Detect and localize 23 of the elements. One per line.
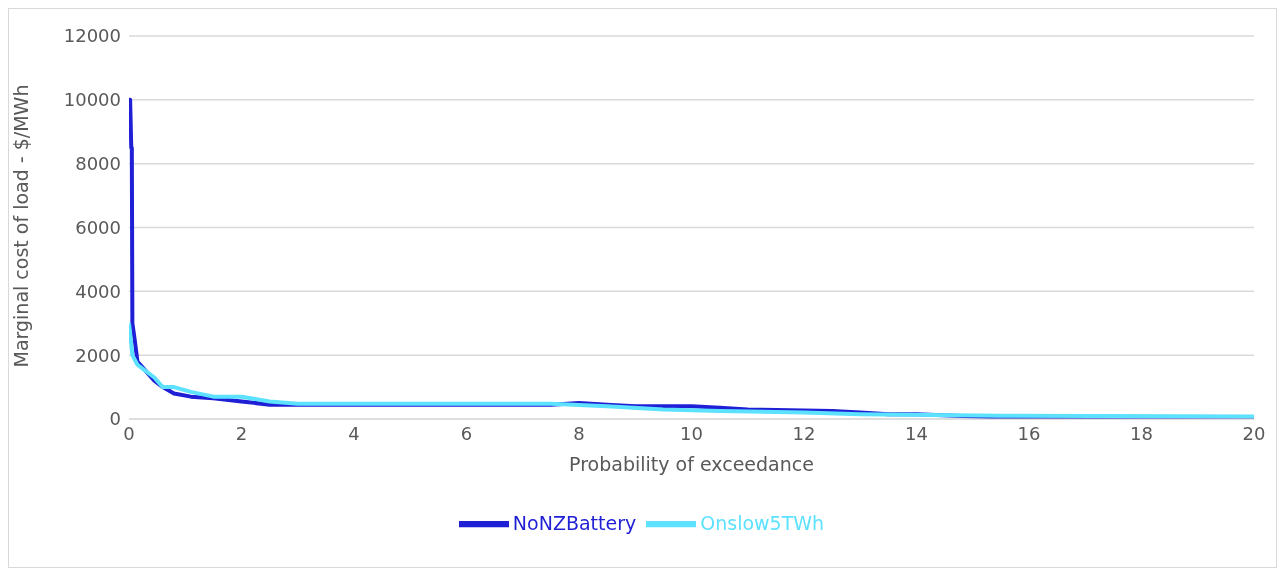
y-tick-label: 4000 — [75, 280, 121, 302]
legend-label: Onslow5TWh — [700, 511, 825, 534]
line-series — [129, 321, 1254, 419]
x-tick-label: 4 — [348, 422, 360, 444]
x-tick-label: 6 — [460, 422, 473, 444]
x-tick-label: 12 — [792, 422, 816, 444]
x-tick-label: 14 — [905, 422, 928, 444]
x-tick-label: 2 — [235, 422, 248, 444]
y-tick-label: 8000 — [75, 153, 121, 175]
x-axis-title: Probability of exceedance — [569, 453, 814, 475]
y-tick-label: 10000 — [63, 89, 121, 111]
x-tick-label: 20 — [1242, 422, 1266, 444]
y-tick-label: 0 — [109, 408, 121, 430]
x-tick-label: 8 — [573, 422, 585, 444]
legend-label: NoNZBattery — [512, 511, 637, 534]
x-tick-label: 10 — [680, 422, 703, 444]
x-tick-label: 16 — [1017, 422, 1041, 444]
y-tick-label: 12000 — [63, 25, 121, 47]
x-tick-label: 18 — [1130, 422, 1153, 444]
x-tick-label: 0 — [123, 422, 135, 444]
y-tick-label: 6000 — [75, 216, 121, 238]
y-tick-label: 2000 — [75, 344, 121, 366]
y-axis-title: Marginal cost of load - $/MWh — [9, 84, 32, 368]
